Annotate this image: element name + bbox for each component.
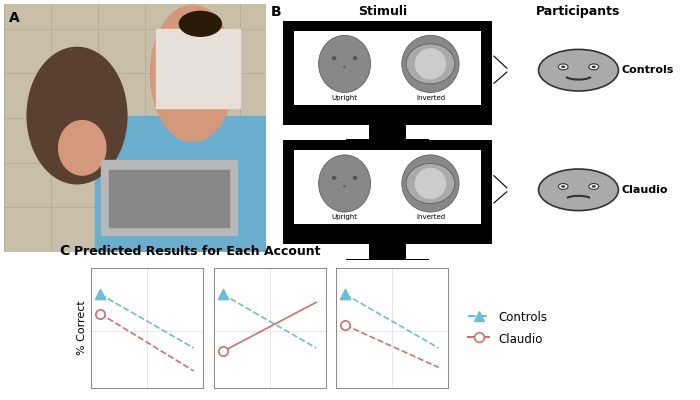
Text: Inverted: Inverted (416, 214, 445, 220)
Text: Predicted Results for Each Account: Predicted Results for Each Account (74, 245, 320, 258)
Point (340, 322, 351, 328)
Bar (346, 139, 429, 144)
Legend: Controls, Claudio: Controls, Claudio (468, 310, 547, 346)
Text: A: A (8, 12, 20, 26)
Text: Stimuli: Stimuli (358, 5, 407, 18)
Ellipse shape (343, 185, 346, 188)
Text: Upright: Upright (332, 214, 358, 220)
Ellipse shape (179, 12, 221, 56)
Ellipse shape (406, 164, 455, 204)
Point (340, 291, 351, 298)
Ellipse shape (414, 48, 446, 80)
Point (94, 291, 106, 298)
Circle shape (589, 184, 598, 189)
Ellipse shape (406, 44, 455, 84)
Ellipse shape (353, 56, 358, 60)
Ellipse shape (150, 5, 234, 142)
FancyBboxPatch shape (108, 170, 230, 227)
Bar (369, 244, 406, 259)
FancyBboxPatch shape (95, 116, 266, 252)
Text: B: B (270, 5, 281, 19)
Text: Inverted: Inverted (416, 95, 445, 101)
Ellipse shape (27, 48, 127, 184)
Circle shape (592, 185, 596, 188)
Ellipse shape (318, 35, 370, 92)
FancyBboxPatch shape (101, 160, 237, 235)
Circle shape (561, 66, 566, 68)
Text: Participants: Participants (536, 5, 621, 18)
Point (217, 348, 228, 355)
Ellipse shape (538, 169, 618, 210)
Ellipse shape (402, 35, 459, 92)
Circle shape (559, 64, 568, 70)
Circle shape (592, 66, 596, 68)
FancyBboxPatch shape (155, 29, 239, 108)
Bar (294, 150, 481, 224)
Ellipse shape (318, 155, 370, 212)
Ellipse shape (538, 50, 618, 91)
Point (217, 291, 228, 298)
Bar (294, 30, 481, 105)
Circle shape (559, 184, 568, 189)
Ellipse shape (343, 65, 346, 68)
Point (94, 310, 106, 317)
Text: C: C (60, 244, 70, 258)
Text: Claudio: Claudio (622, 185, 668, 195)
Circle shape (561, 185, 566, 188)
Bar (284, 21, 491, 125)
Bar (369, 125, 406, 139)
Ellipse shape (402, 155, 459, 212)
Bar (346, 259, 429, 263)
Ellipse shape (353, 176, 358, 180)
Text: Upright: Upright (332, 95, 358, 101)
Circle shape (589, 64, 598, 70)
Bar (284, 140, 491, 244)
Ellipse shape (332, 176, 337, 180)
Ellipse shape (59, 120, 106, 175)
Y-axis label: % Correct: % Correct (77, 301, 87, 355)
Ellipse shape (332, 56, 337, 60)
Ellipse shape (414, 168, 446, 199)
Text: Controls: Controls (622, 65, 674, 75)
Ellipse shape (179, 12, 221, 36)
